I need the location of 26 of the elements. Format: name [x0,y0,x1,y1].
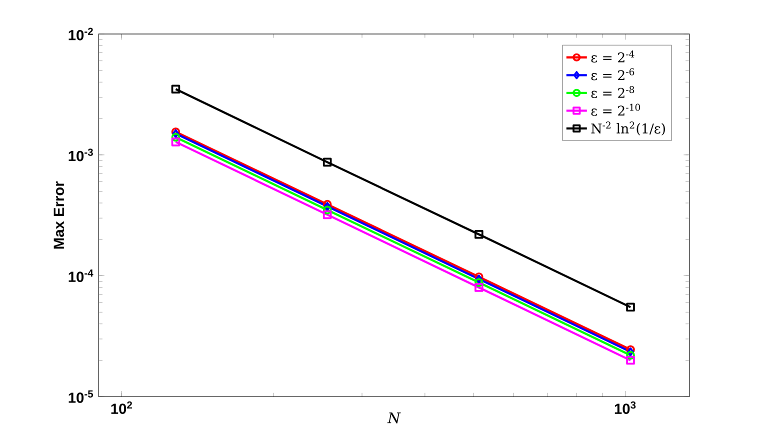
point [474,230,484,239]
point [322,158,332,167]
point [626,356,635,365]
y-tick-label: 10$^{-2}$ [68,28,93,40]
legend-label: ε = 2$^{-8}$ [591,86,634,98]
point [474,278,484,287]
point [322,200,332,209]
point [322,210,332,220]
y-tick-label: 10$^{-5}$ [68,390,94,403]
y-tick-label: 10$^{-3}$ [68,148,93,162]
point [626,302,635,312]
point [171,84,180,94]
point [474,272,484,282]
point [171,138,180,146]
point [475,274,482,284]
y-axis-title: Max Error [54,181,64,249]
legend-label: ε = 2$^{-10}$ [591,104,640,116]
legend-label: N$^{-2}$ ln$^{2}$(1/ε) [591,122,665,136]
point [474,283,484,292]
point [322,206,332,214]
x-tick-label: 10$^{2}$ [111,401,132,414]
y-tick-label: 10$^{-4}$ [68,270,94,282]
x-tick-label: 10$^{3}$ [614,401,636,414]
legend-label: ε = 2$^{-4}$ [591,50,634,63]
x-axis-title: N [387,412,401,424]
legend-label: ε = 2$^{-6}$ [591,68,634,80]
